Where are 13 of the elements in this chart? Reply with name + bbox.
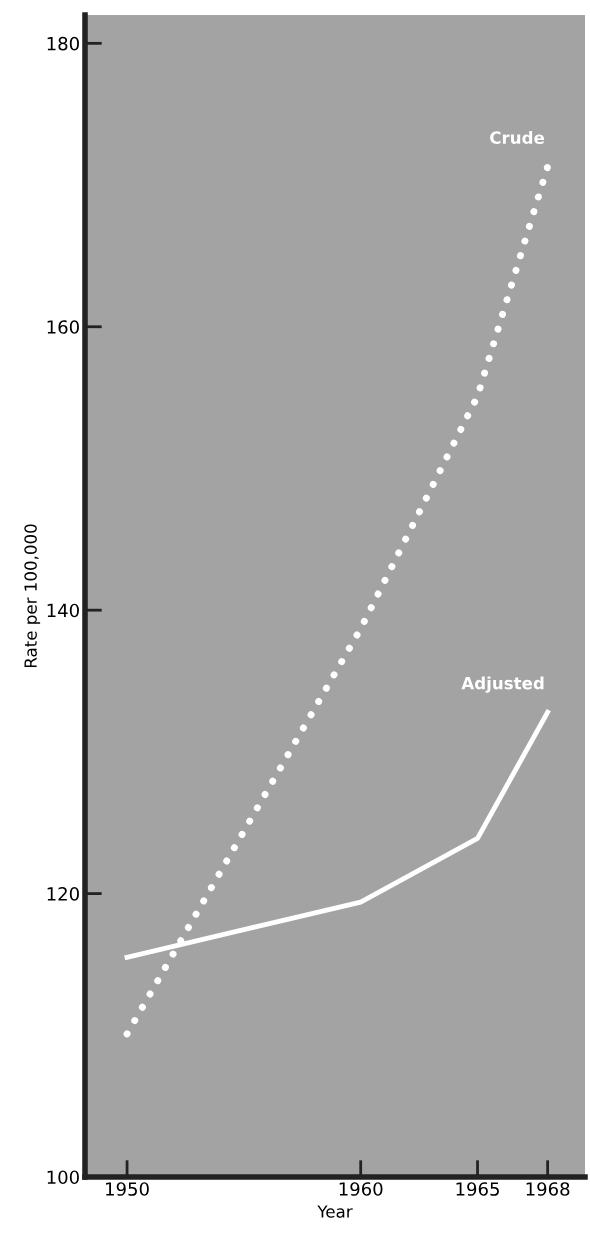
y-tick-label: 120 xyxy=(47,887,79,901)
y-tick-label: 100 xyxy=(47,1170,79,1185)
y-tick-label: 140 xyxy=(47,603,79,618)
y-tick-label: 180 xyxy=(47,36,79,51)
y-tick-label: 160 xyxy=(47,320,79,334)
x-tick-label: 1950 xyxy=(106,1182,149,1196)
x-tick-label: 1965 xyxy=(456,1182,499,1196)
series-label: Crude xyxy=(490,131,545,144)
x-tick-label: 1960 xyxy=(339,1182,383,1196)
x-tick-label: 1968 xyxy=(526,1182,570,1196)
y-axis-title: Rate per 100,000 xyxy=(24,524,41,668)
series-label: Adjusted xyxy=(461,676,544,693)
x-axis-title: Year xyxy=(317,1205,353,1218)
